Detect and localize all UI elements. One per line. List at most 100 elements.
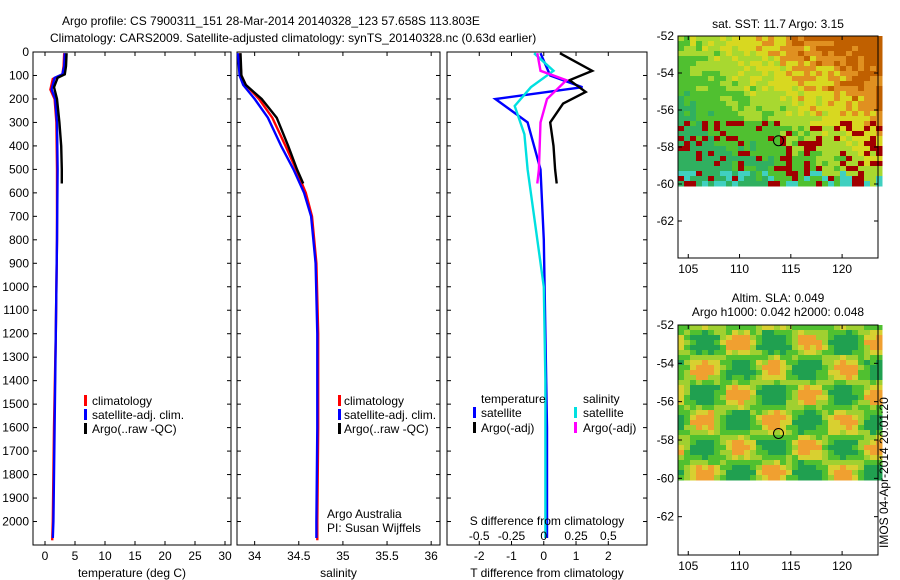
map-cell: [858, 101, 865, 107]
map-cell: [708, 66, 715, 72]
map-cell: [750, 61, 757, 67]
map-cell: [720, 465, 727, 471]
map-cell: [786, 350, 793, 356]
map-cell: [774, 146, 781, 152]
map-cell: [774, 36, 781, 42]
map-cell: [696, 161, 703, 167]
map-cell: [732, 405, 739, 411]
map-cell: [858, 166, 865, 172]
map-cell: [774, 51, 781, 57]
map-cell: [792, 440, 799, 446]
map-cell: [804, 106, 811, 112]
map-cell: [744, 121, 751, 127]
map-cell: [834, 450, 841, 456]
map-cell: [828, 171, 835, 177]
map-cell: [828, 66, 835, 72]
map-cell: [708, 176, 715, 182]
map-cell: [744, 181, 751, 187]
map-cell: [840, 385, 847, 391]
salinity-legend: climatology satellite-adj. clim. Argo(..…: [327, 394, 436, 535]
map-cell: [792, 430, 799, 436]
map-cell: [714, 151, 721, 157]
map-cell: [762, 335, 769, 341]
map-cell: [834, 425, 841, 431]
map-cell: [852, 136, 859, 142]
map-cell: [780, 141, 787, 147]
y-tick-label: -60: [657, 177, 675, 191]
map-cell: [828, 355, 835, 361]
map-cell: [870, 465, 877, 471]
map-cell: [870, 141, 877, 147]
map-cell: [810, 360, 817, 366]
map-cell: [846, 121, 853, 127]
map-cell: [708, 390, 715, 396]
map-cell: [690, 71, 697, 77]
map-cell: [696, 445, 703, 451]
map-cell: [756, 380, 763, 386]
map-cell: [798, 151, 805, 157]
map-cell: [678, 470, 685, 476]
map-cell: [738, 131, 745, 137]
map-cell: [738, 101, 745, 107]
map-cell: [780, 111, 787, 117]
map-cell: [744, 425, 751, 431]
map-cell: [798, 41, 805, 47]
map-cell: [744, 445, 751, 451]
map-cell: [726, 455, 733, 461]
map-cell: [696, 141, 703, 147]
map-cell: [834, 430, 841, 436]
map-cell: [726, 136, 733, 142]
map-cell: [828, 51, 835, 57]
map-cell: [810, 151, 817, 157]
map-cell: [852, 435, 859, 441]
map-cell: [816, 415, 823, 421]
map-cell: [828, 121, 835, 127]
map-cell: [780, 335, 787, 341]
map-cell: [696, 171, 703, 177]
map-cell: [744, 61, 751, 67]
map-cell: [876, 325, 883, 331]
map-cell: [690, 121, 697, 127]
map-cell: [804, 126, 811, 132]
map-cell: [870, 450, 877, 456]
map-cell: [768, 131, 775, 137]
map-cell: [816, 330, 823, 336]
y-tick-label: 700: [9, 209, 29, 223]
map-cell: [870, 61, 877, 67]
map-cell: [834, 116, 841, 122]
map-cell: [762, 380, 769, 386]
map-cell: [804, 176, 811, 182]
map-cell: [804, 156, 811, 162]
map-cell: [852, 91, 859, 97]
map-cell: [846, 360, 853, 366]
map-cell: [684, 420, 691, 426]
map-cell: [834, 76, 841, 82]
map-cell: [840, 126, 847, 132]
map-cell: [840, 345, 847, 351]
map-cell: [714, 475, 721, 481]
map-cell: [810, 96, 817, 102]
map-cell: [804, 415, 811, 421]
map-cell: [840, 395, 847, 401]
map-cell: [876, 370, 883, 376]
map-cell: [870, 181, 877, 187]
map-cell: [828, 390, 835, 396]
map-cell: [684, 460, 691, 466]
map-cell: [696, 131, 703, 137]
map-cell: [678, 460, 685, 466]
map-cell: [774, 91, 781, 97]
map-cell: [678, 126, 685, 132]
map-cell: [774, 96, 781, 102]
map-cell: [816, 121, 823, 127]
map-cell: [726, 400, 733, 406]
map-cell: [810, 36, 817, 42]
map-cell: [732, 41, 739, 47]
map-cell: [738, 151, 745, 157]
map-cell: [744, 420, 751, 426]
map-cell: [768, 41, 775, 47]
map-cell: [732, 46, 739, 52]
map-cell: [792, 56, 799, 62]
map-cell: [798, 101, 805, 107]
map-cell: [786, 81, 793, 87]
map-cell: [684, 375, 691, 381]
